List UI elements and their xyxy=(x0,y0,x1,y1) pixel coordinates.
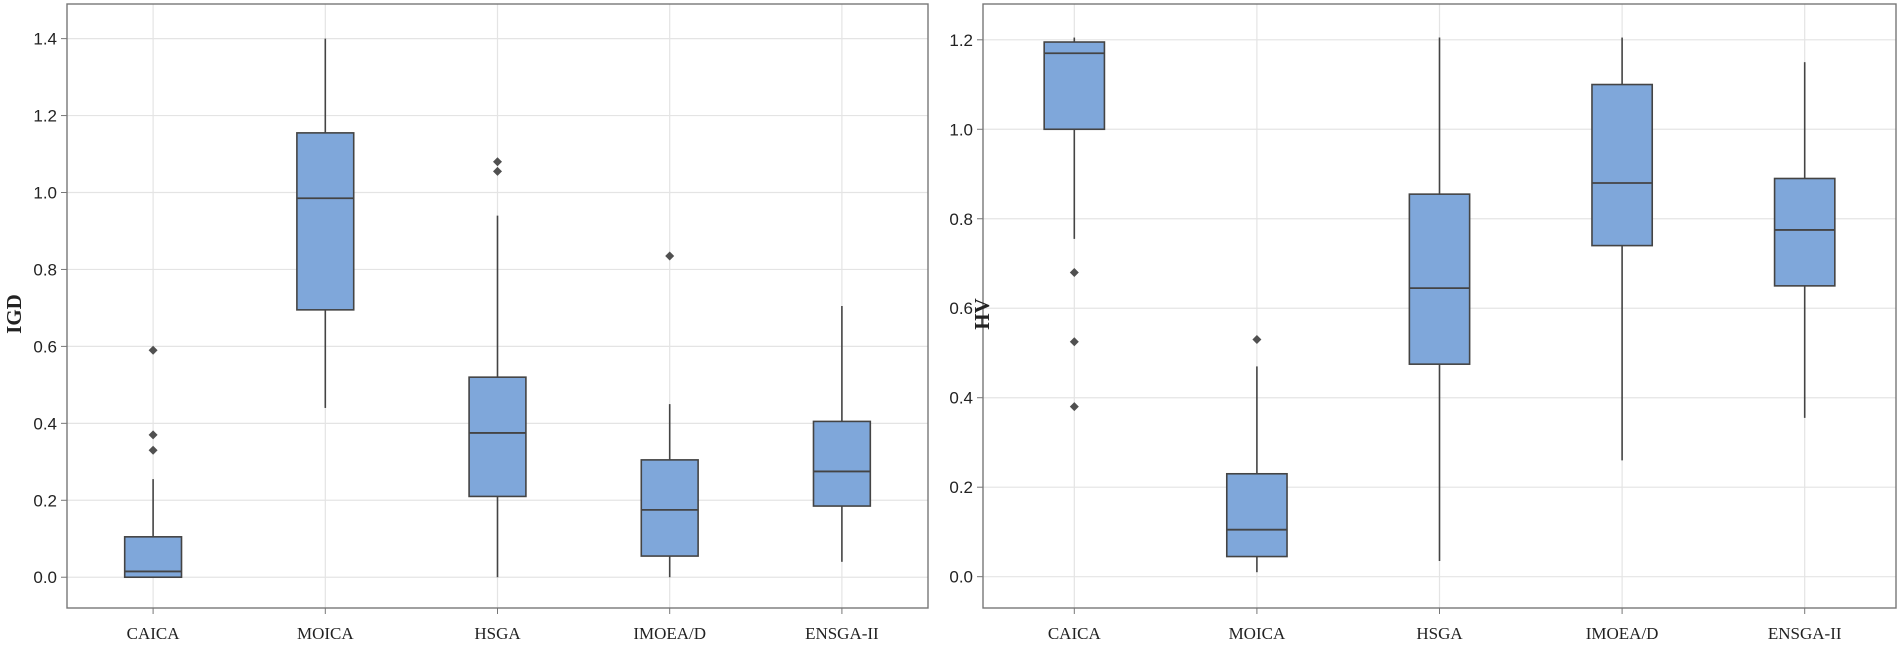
y-tick-label: 0.6 xyxy=(949,299,973,318)
iqr-box xyxy=(1043,41,1106,131)
y-tick-label: 0.8 xyxy=(33,260,57,279)
iqr-box xyxy=(812,420,872,507)
box-hsga xyxy=(468,157,527,578)
plot-frame xyxy=(982,3,1897,609)
box-ensga-ii xyxy=(812,306,872,562)
x-category-label: HSGA xyxy=(474,624,521,643)
iqr-box xyxy=(1591,83,1654,247)
y-axis-title: HV xyxy=(970,298,994,330)
x-category-label: IMOEA/D xyxy=(633,624,706,643)
box-hsga xyxy=(1408,37,1471,562)
outlier-point xyxy=(148,445,158,455)
y-tick-label: 0.0 xyxy=(33,568,57,587)
y-tick-label: 1.2 xyxy=(33,107,57,126)
iqr-box xyxy=(1773,177,1836,287)
iqr-box xyxy=(296,132,355,311)
outlier-point xyxy=(1069,337,1079,347)
y-tick-label: 0.8 xyxy=(949,210,973,229)
iqr-box xyxy=(468,376,527,498)
iqr-box xyxy=(1408,193,1471,365)
box-imoea-d xyxy=(1591,37,1654,461)
x-category-label: ENSGA-II xyxy=(805,624,879,643)
outlier-point xyxy=(493,166,502,176)
y-tick-label: 1.4 xyxy=(33,30,57,49)
x-category-label: MOICA xyxy=(1229,624,1286,643)
box-caica xyxy=(1043,37,1106,412)
y-tick-label: 0.0 xyxy=(949,568,973,587)
y-tick-label: 0.4 xyxy=(949,389,973,408)
outlier-point xyxy=(148,430,158,440)
box-moica xyxy=(296,38,355,408)
x-category-label: CAICA xyxy=(1048,624,1102,643)
box-caica xyxy=(123,345,183,579)
x-category-label: ENSGA-II xyxy=(1768,624,1842,643)
outlier-point xyxy=(1069,267,1079,277)
x-category-label: MOICA xyxy=(297,624,354,643)
outlier-point xyxy=(1252,335,1262,345)
x-category-label: HSGA xyxy=(1416,624,1463,643)
y-tick-label: 1.0 xyxy=(949,120,973,139)
y-tick-label: 0.6 xyxy=(33,337,57,356)
y-tick-label: 0.2 xyxy=(33,491,57,510)
x-category-label: CAICA xyxy=(127,624,181,643)
outlier-point xyxy=(665,251,675,261)
y-tick-label: 1.2 xyxy=(949,31,973,50)
box-moica xyxy=(1225,335,1288,573)
hv-boxplot-panel: 0.0 0.2 0.4 0.6 0.8 1.0 1.2 CAICA MOICA HSGA IMOEA… xyxy=(949,3,1897,643)
y-tick-label: 0.2 xyxy=(949,478,973,497)
y-tick-label: 1.0 xyxy=(33,184,57,203)
outlier-point xyxy=(1069,402,1079,412)
x-category-label: IMOEA/D xyxy=(1586,624,1659,643)
iqr-box xyxy=(123,536,183,579)
box-ensga-ii xyxy=(1773,62,1836,418)
iqr-box xyxy=(1225,472,1288,558)
plot-frame xyxy=(66,3,929,609)
y-tick-label: 0.4 xyxy=(33,414,57,433)
box-imoea-d xyxy=(640,251,699,578)
igd-boxplot-panel: 0.0 0.2 0.4 0.6 0.8 1.0 1.2 1.4 CAICA MOICA HSGA IM… xyxy=(2,3,929,643)
iqr-box xyxy=(640,459,699,557)
outlier-point xyxy=(493,157,502,167)
outlier-point xyxy=(148,345,158,355)
y-axis-title: IGD xyxy=(2,294,26,334)
